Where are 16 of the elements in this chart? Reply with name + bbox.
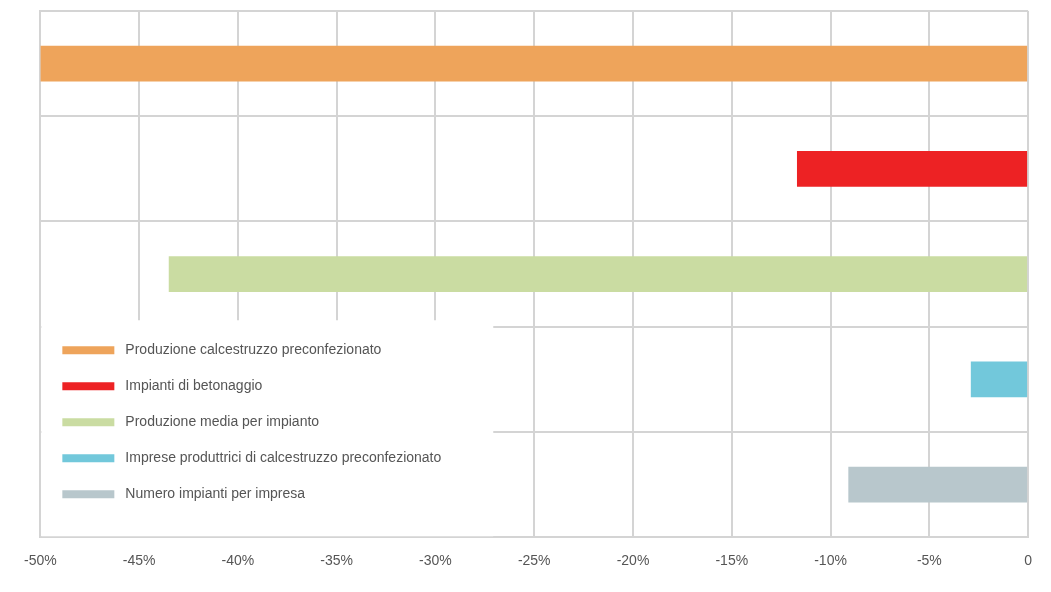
x-tick-label: -10%: [814, 552, 847, 569]
x-tick-label: -5%: [916, 552, 942, 569]
legend-label: Produzione media per impianto: [125, 413, 320, 430]
x-tick-label: -35%: [320, 552, 354, 569]
legend-label: Impianti di betonaggio: [125, 377, 263, 394]
x-tick-label: -20%: [616, 552, 650, 569]
legend-label: Imprese produttrici di calcestruzzo preconfezionato: [125, 449, 442, 466]
x-tick-label: -30%: [419, 552, 452, 569]
x-tick-label: -45%: [122, 552, 156, 569]
legend-label: Numero impianti per impresa: [125, 485, 306, 502]
x-tick-label: -50%: [24, 552, 57, 569]
legend-label: Produzione calcestruzzo preconfezionato: [125, 341, 382, 358]
x-tick-label: -25%: [517, 552, 551, 569]
x-tick-label: -15%: [715, 552, 749, 569]
x-tick-label: -40%: [221, 552, 255, 569]
x-tick-label: 0: [1024, 552, 1033, 569]
